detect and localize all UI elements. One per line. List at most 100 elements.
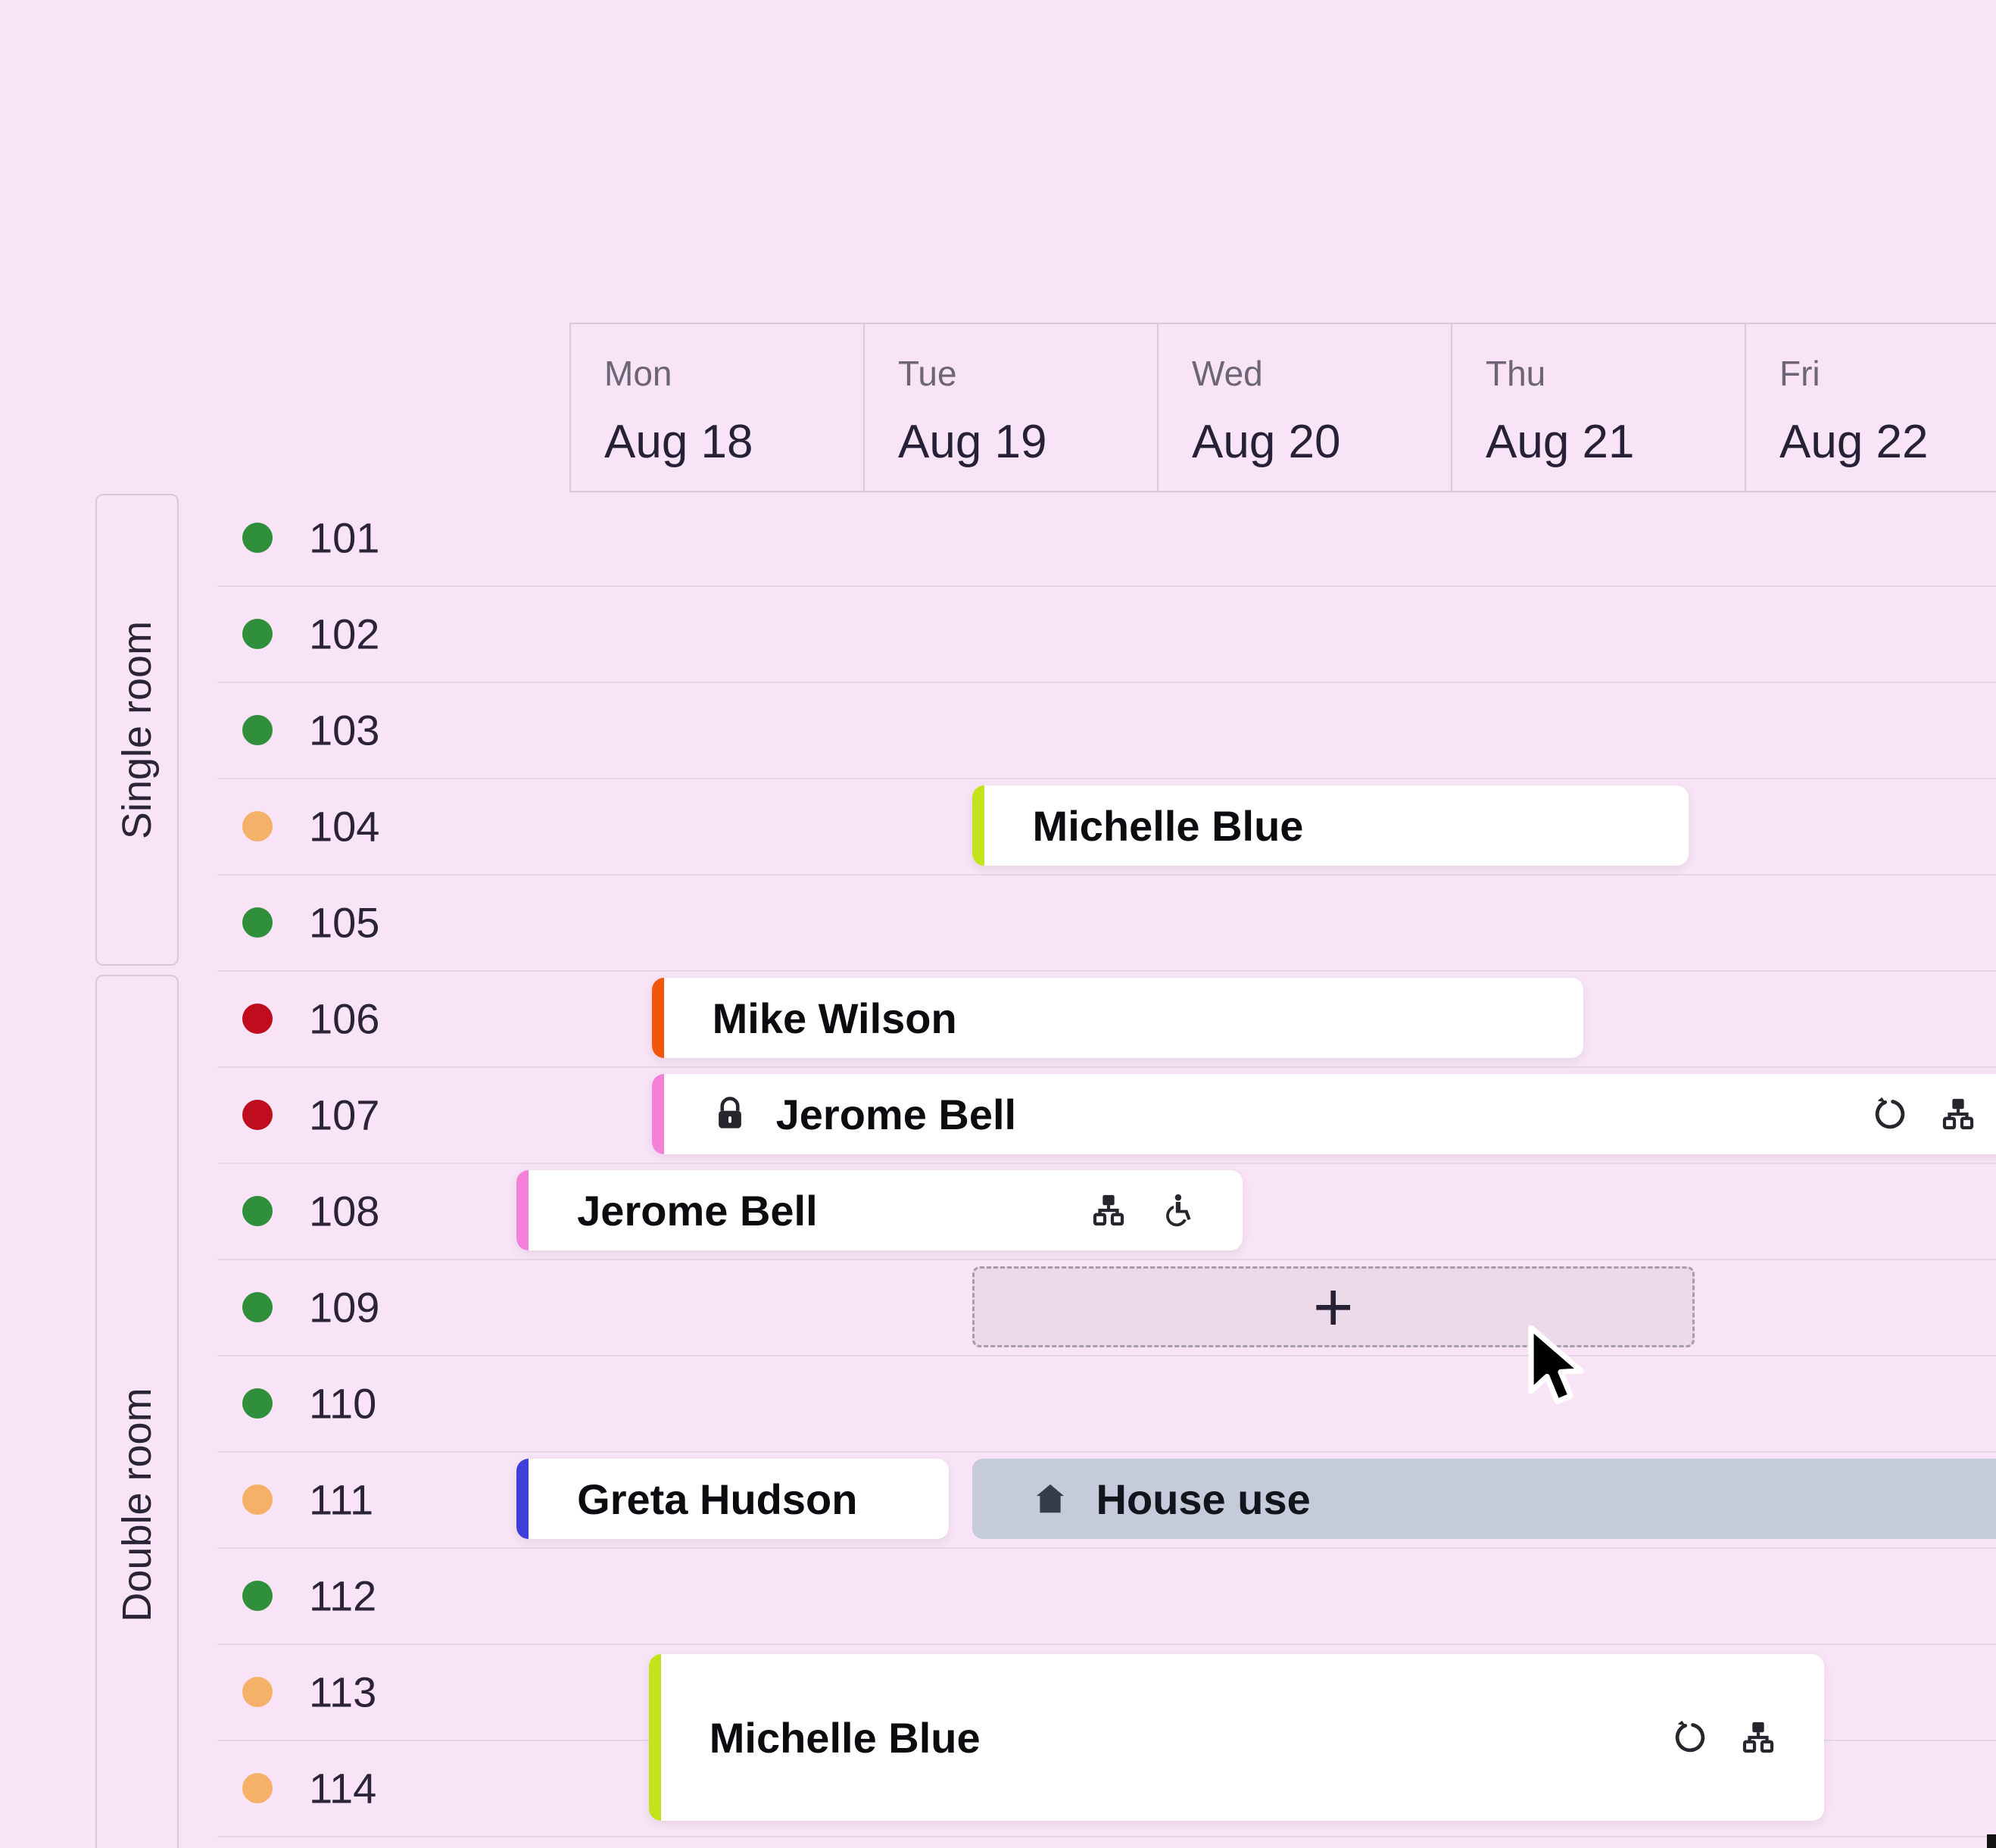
weekday-label: Fri <box>1779 354 1820 393</box>
date-label: Aug 20 <box>1192 416 1341 468</box>
booking-bar[interactable]: Jerome Bell <box>651 1074 1996 1154</box>
guest-name: Greta Hudson <box>577 1475 858 1523</box>
room-status-dot <box>242 522 273 553</box>
room-number: 105 <box>309 898 380 946</box>
room-group-label: Single room <box>114 620 160 839</box>
booking-action-icons <box>1873 1097 1976 1132</box>
room-number: 106 <box>309 994 380 1042</box>
room-number: 101 <box>309 514 380 561</box>
booking-content: Michelle Blue <box>972 801 1304 851</box>
booking-action-icons <box>1091 1193 1194 1228</box>
room-number: 112 <box>309 1572 377 1619</box>
booking-bar[interactable]: Mike Wilson <box>651 978 1583 1058</box>
room-status-dot <box>242 907 273 938</box>
room-status-dot <box>242 1099 273 1130</box>
guest-name: Mike Wilson <box>712 994 957 1042</box>
house-icon <box>1033 1481 1068 1516</box>
row-divider <box>217 1259 1996 1260</box>
row-divider <box>217 682 1996 683</box>
refresh-icon[interactable] <box>1673 1720 1708 1755</box>
room-status-dot <box>242 1291 273 1322</box>
booking-bar[interactable]: Michelle Blue <box>971 785 1689 866</box>
room-status-dot <box>242 1484 273 1515</box>
room-status-dot <box>242 1580 273 1611</box>
row-divider <box>217 1451 1996 1453</box>
new-booking-selection[interactable]: + <box>971 1266 1695 1347</box>
guest-name: Jerome Bell <box>577 1186 818 1235</box>
room-number: 113 <box>309 1668 377 1715</box>
row-divider <box>217 1547 1996 1549</box>
booking-accent-stripe <box>971 785 984 866</box>
booking-bar[interactable]: Greta Hudson <box>516 1459 949 1539</box>
sitemap-icon[interactable] <box>1941 1097 1976 1132</box>
room-status-dot <box>242 1388 273 1419</box>
room-number: 102 <box>309 610 380 657</box>
refresh-icon[interactable] <box>1873 1097 1907 1132</box>
booking-accent-stripe <box>651 978 664 1058</box>
weekday-label: Thu <box>1486 354 1546 393</box>
lock-icon <box>713 1097 747 1132</box>
date-label: Aug 21 <box>1486 416 1635 468</box>
day-column-header: Thu Aug 21 <box>1451 323 1745 492</box>
booking-accent-stripe <box>651 1074 664 1154</box>
room-number: 108 <box>309 1187 380 1235</box>
row-divider <box>217 874 1996 876</box>
booking-accent-stripe <box>516 1170 529 1250</box>
room-number: 109 <box>309 1283 380 1331</box>
plus-icon[interactable]: + <box>1312 1268 1354 1346</box>
weekday-label: Tue <box>898 354 957 393</box>
date-label: Aug 18 <box>604 416 753 468</box>
room-status-dot <box>242 1676 273 1707</box>
weekday-label: Wed <box>1192 354 1263 393</box>
booking-content: Jerome Bell <box>516 1186 818 1235</box>
room-status-dot <box>242 1195 273 1226</box>
room-group-label: Double room <box>114 1388 160 1622</box>
room-number: 110 <box>309 1379 377 1427</box>
row-divider <box>217 778 1996 779</box>
row-divider <box>217 1836 1996 1837</box>
row-divider <box>217 1644 1996 1645</box>
date-label: Aug 22 <box>1779 416 1929 468</box>
date-label: Aug 19 <box>898 416 1047 468</box>
booking-action-icons <box>1673 1720 1776 1755</box>
room-status-dot <box>242 714 273 745</box>
clipped-edge-element <box>1987 1834 1996 1848</box>
room-number: 107 <box>309 1091 380 1138</box>
booking-accent-stripe <box>648 1654 661 1821</box>
guest-name: House use <box>1096 1475 1311 1523</box>
room-number: 111 <box>309 1475 374 1523</box>
row-divider <box>217 970 1996 972</box>
wheelchair-icon <box>1159 1193 1194 1228</box>
room-status-dot <box>242 1003 273 1034</box>
room-group-box <box>95 975 179 1848</box>
room-number: 104 <box>309 802 380 850</box>
room-number: 114 <box>309 1764 377 1812</box>
guest-name: Jerome Bell <box>775 1090 1017 1138</box>
row-divider <box>217 1066 1996 1068</box>
room-status-dot <box>242 618 273 649</box>
booking-content: Greta Hudson <box>516 1475 857 1524</box>
sitemap-icon[interactable] <box>1741 1720 1776 1755</box>
room-status-dot <box>242 810 273 841</box>
day-column-header: Wed Aug 20 <box>1157 323 1451 492</box>
room-number: 103 <box>309 706 380 754</box>
booking-accent-stripe <box>516 1459 529 1539</box>
mouse-cursor-icon <box>1522 1325 1590 1420</box>
booking-bar[interactable]: Jerome Bell <box>516 1170 1243 1250</box>
booking-bar[interactable]: Michelle Blue <box>648 1654 1824 1821</box>
row-divider <box>217 1355 1996 1356</box>
day-column-header: Fri Aug 22 <box>1745 323 1996 492</box>
sitemap-icon[interactable] <box>1091 1193 1126 1228</box>
day-column-header: Mon Aug 18 <box>569 323 863 492</box>
guest-name: Michelle Blue <box>1032 801 1304 850</box>
booking-content: Michelle Blue <box>649 1713 981 1762</box>
weekday-label: Mon <box>604 354 672 393</box>
booking-content: Mike Wilson <box>652 994 957 1043</box>
house-use-bar[interactable]: House use <box>971 1459 1996 1539</box>
booking-content: Jerome Bell <box>652 1090 1017 1139</box>
room-status-dot <box>242 1772 273 1803</box>
room-group-box <box>95 494 179 966</box>
booking-content: House use <box>972 1475 1311 1524</box>
row-divider <box>217 1163 1996 1164</box>
